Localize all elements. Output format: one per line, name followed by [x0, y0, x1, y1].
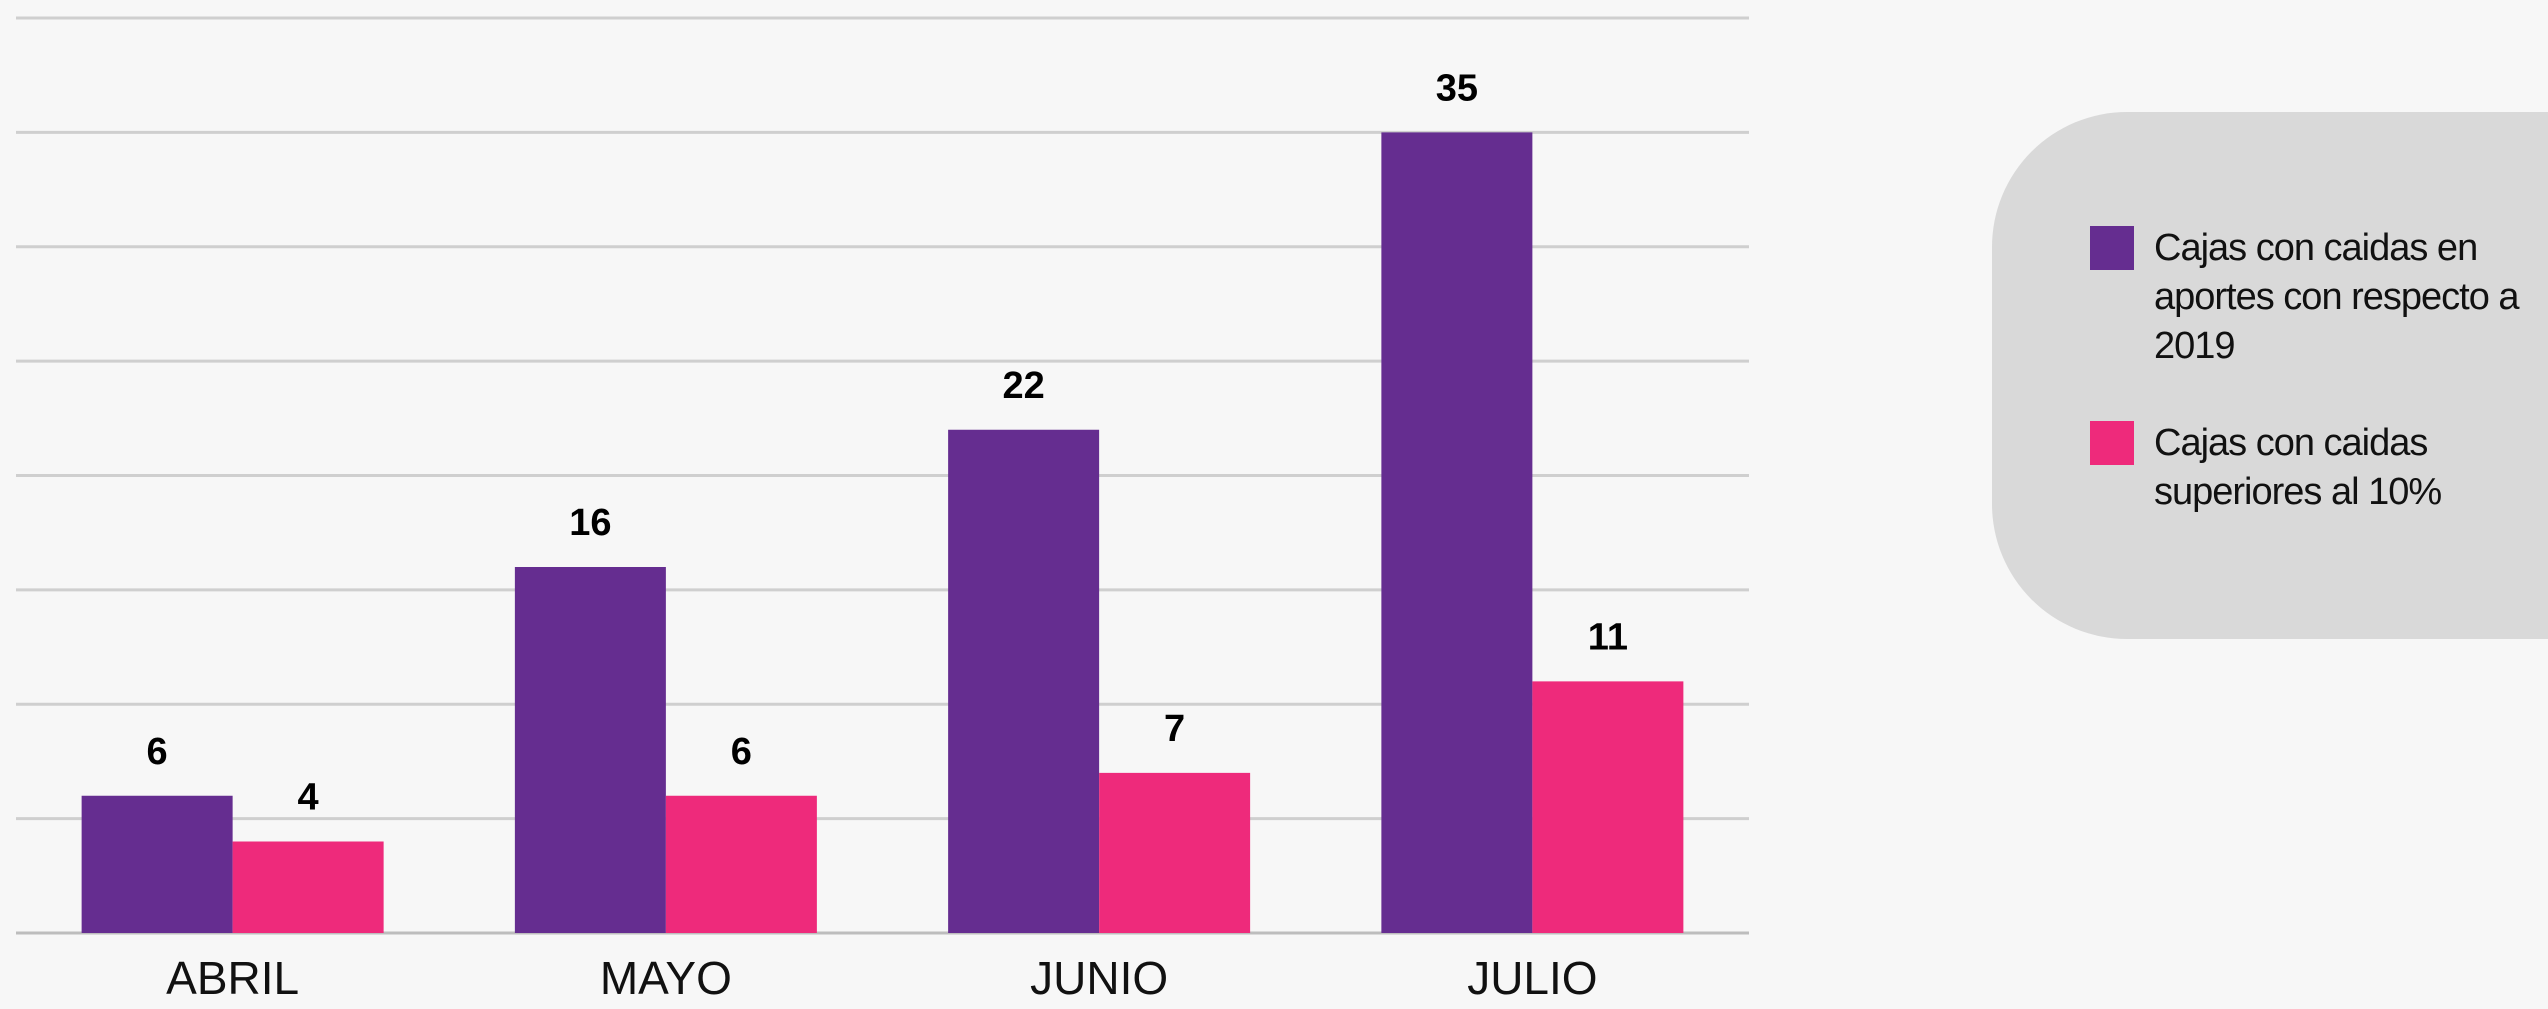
data-label: 35 — [1436, 67, 1478, 109]
data-label: 22 — [1002, 365, 1044, 407]
legend-swatch — [2090, 421, 2134, 465]
data-label: 6 — [731, 731, 752, 773]
data-label: 7 — [1164, 708, 1185, 750]
legend-item: Cajas con caidas en aportes con respecto… — [2090, 224, 2548, 371]
data-label: 16 — [569, 502, 611, 544]
bar — [948, 429, 1100, 933]
x-tick-label: JUNIO — [1030, 952, 1168, 1004]
legend-item: Cajas con caidas superiores al 10% — [2090, 419, 2548, 517]
bar — [1532, 681, 1684, 933]
bar — [665, 795, 817, 933]
data-label: 11 — [1588, 616, 1628, 658]
legend-label: Cajas con caidas en aportes con respecto… — [2154, 227, 2520, 367]
legend: Cajas con caidas en aportes con respecto… — [1992, 112, 2548, 639]
chart: ABRIL 6 4 MAYO 16 6 JUNIO 22 7 JULIO 35 11 — [16, 16, 1749, 1004]
bar — [81, 795, 233, 933]
x-tick-label: ABRIL — [166, 952, 299, 1004]
bar — [514, 567, 666, 933]
data-label: 4 — [298, 777, 319, 819]
legend-swatch — [2090, 226, 2134, 270]
bar — [1381, 132, 1533, 933]
x-tick-label: JULIO — [1467, 952, 1597, 1004]
bar — [1099, 772, 1251, 933]
bar — [232, 841, 384, 933]
x-tick-label: MAYO — [600, 952, 732, 1004]
data-label: 6 — [147, 731, 168, 773]
legend-label: Cajas con caidas superiores al 10% — [2154, 422, 2442, 513]
